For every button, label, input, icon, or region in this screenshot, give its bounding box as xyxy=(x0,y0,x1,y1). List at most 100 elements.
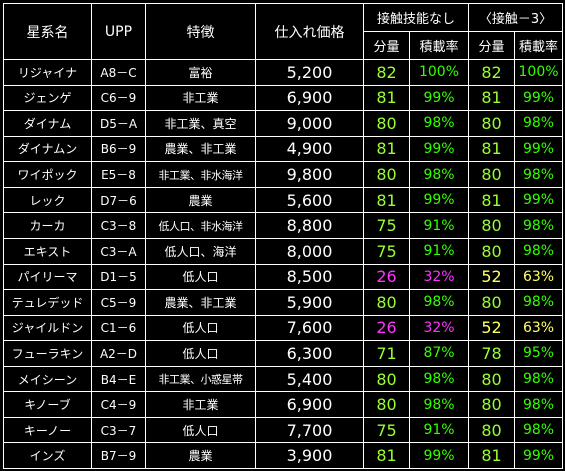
quantity-contact-cell: 82 xyxy=(468,59,516,86)
quantity-contact-cell: 80 xyxy=(468,365,516,393)
load-rate-contact-cell: 63% xyxy=(514,314,564,342)
table-row: ダイナムン B6－9 農業、非工業 4,900 81 99% 81 99% xyxy=(3,135,564,163)
quantity-contact-cell: 80 xyxy=(468,237,516,265)
star-system-cell: リジャイナ xyxy=(3,59,92,86)
table-body: リジャイナ A8－C 富裕 5,200 82 100% 82 100% ジェンゲ C6－9 非工業 6… xyxy=(3,59,564,469)
upp-cell: C4－9 xyxy=(91,391,146,418)
load-rate-contact-cell: 99% xyxy=(514,442,564,469)
upp-cell: C1－6 xyxy=(91,314,146,342)
quantity-no-skill-cell: 75 xyxy=(363,212,410,239)
quantity-contact-cell: 80 xyxy=(468,391,516,418)
load-rate-no-skill-cell: 98% xyxy=(408,110,470,137)
price-cell: 5,200 xyxy=(255,59,364,86)
price-cell: 5,400 xyxy=(255,365,364,393)
load-rate-contact-cell: 98% xyxy=(514,212,564,239)
load-rate-contact-cell: 99% xyxy=(514,186,564,214)
load-rate-contact-cell: 63% xyxy=(514,263,564,291)
price-cell: 5,600 xyxy=(255,186,364,214)
star-system-cell: テュレデッド xyxy=(3,289,92,316)
load-rate-no-skill-cell: 98% xyxy=(408,365,470,393)
quantity-contact-cell: 80 xyxy=(468,289,516,316)
features-cell: 低人口 xyxy=(145,340,256,367)
features-cell: 農業、非工業 xyxy=(145,289,256,316)
load-rate-contact-cell: 99% xyxy=(514,135,564,163)
quantity-no-skill-cell: 80 xyxy=(363,365,410,393)
table-row: キーノー C3－7 低人口 7,700 75 91% 80 98% xyxy=(3,416,564,444)
star-system-cell: エキスト xyxy=(3,237,92,265)
header-price: 仕入れ価格 xyxy=(255,3,364,60)
table-row: フューラキン A2－D 低人口 6,300 71 87% 78 95% xyxy=(3,340,564,367)
table-row: キノーブ C4－9 非工業 6,900 80 98% 80 98% xyxy=(3,391,564,418)
quantity-no-skill-cell: 75 xyxy=(363,416,410,444)
features-cell: 非工業 xyxy=(145,84,256,112)
header-quantity-contact: 分量 xyxy=(468,31,516,60)
quantity-no-skill-cell: 81 xyxy=(363,84,410,112)
star-system-cell: ダイナムン xyxy=(3,135,92,163)
star-system-cell: ワイポック xyxy=(3,161,92,188)
quantity-no-skill-cell: 81 xyxy=(363,442,410,469)
header-load-rate-contact: 積載率 xyxy=(514,31,564,60)
upp-cell: C3－A xyxy=(91,237,146,265)
table-row: カーカ C3－8 低人口、非水海洋 8,800 75 91% 80 98% xyxy=(3,212,564,239)
table-row: エキスト C3－A 低人口、海洋 8,000 75 91% 80 98% xyxy=(3,237,564,265)
quantity-contact-cell: 78 xyxy=(468,340,516,367)
upp-cell: E5－8 xyxy=(91,161,146,188)
quantity-contact-cell: 52 xyxy=(468,314,516,342)
star-system-cell: キノーブ xyxy=(3,391,92,418)
upp-cell: D5－A xyxy=(91,110,146,137)
features-cell: 低人口 xyxy=(145,314,256,342)
load-rate-contact-cell: 98% xyxy=(514,110,564,137)
load-rate-no-skill-cell: 98% xyxy=(408,289,470,316)
load-rate-contact-cell: 98% xyxy=(514,391,564,418)
load-rate-contact-cell: 98% xyxy=(514,289,564,316)
features-cell: 農業、非工業 xyxy=(145,135,256,163)
price-cell: 6,900 xyxy=(255,84,364,112)
upp-cell: D1－5 xyxy=(91,263,146,291)
trade-price-table: 星系名 UPP 特徴 仕入れ価格 接触技能なし 〈接触－3〉 分量 積載率 分量… xyxy=(3,3,564,469)
upp-cell: B6－9 xyxy=(91,135,146,163)
price-cell: 9,800 xyxy=(255,161,364,188)
table-row: テュレデッド C5－9 農業、非工業 5,900 80 98% 80 98% xyxy=(3,289,564,316)
header-quantity-no-skill: 分量 xyxy=(363,31,410,60)
price-cell: 8,000 xyxy=(255,237,364,265)
features-cell: 非工業、真空 xyxy=(145,110,256,137)
quantity-no-skill-cell: 26 xyxy=(363,314,410,342)
quantity-contact-cell: 80 xyxy=(468,161,516,188)
quantity-contact-cell: 80 xyxy=(468,110,516,137)
star-system-cell: ジャイルドン xyxy=(3,314,92,342)
load-rate-contact-cell: 98% xyxy=(514,365,564,393)
star-system-cell: メイシーン xyxy=(3,365,92,393)
load-rate-no-skill-cell: 91% xyxy=(408,416,470,444)
quantity-no-skill-cell: 81 xyxy=(363,135,410,163)
price-cell: 6,300 xyxy=(255,340,364,367)
load-rate-no-skill-cell: 99% xyxy=(408,186,470,214)
table-row: レック D7－6 農業 5,600 81 99% 81 99% xyxy=(3,186,564,214)
quantity-contact-cell: 81 xyxy=(468,186,516,214)
price-cell: 6,900 xyxy=(255,391,364,418)
quantity-no-skill-cell: 80 xyxy=(363,110,410,137)
table-row: リジャイナ A8－C 富裕 5,200 82 100% 82 100% xyxy=(3,59,564,86)
table-row: ジャイルドン C1－6 低人口 7,600 26 32% 52 63% xyxy=(3,314,564,342)
upp-cell: B4－E xyxy=(91,365,146,393)
features-cell: 低人口 xyxy=(145,416,256,444)
load-rate-no-skill-cell: 99% xyxy=(408,84,470,112)
upp-cell: C3－7 xyxy=(91,416,146,444)
star-system-cell: カーカ xyxy=(3,212,92,239)
load-rate-contact-cell: 100% xyxy=(514,59,564,86)
load-rate-no-skill-cell: 91% xyxy=(408,212,470,239)
upp-cell: C3－8 xyxy=(91,212,146,239)
price-cell: 7,700 xyxy=(255,416,364,444)
upp-cell: A2－D xyxy=(91,340,146,367)
quantity-no-skill-cell: 82 xyxy=(363,59,410,86)
upp-cell: C6－9 xyxy=(91,84,146,112)
table-row: メイシーン B4－E 非工業、小惑星帯 5,400 80 98% 80 98% xyxy=(3,365,564,393)
load-rate-no-skill-cell: 100% xyxy=(408,59,470,86)
header-load-rate-no-skill: 積載率 xyxy=(408,31,470,60)
load-rate-contact-cell: 98% xyxy=(514,416,564,444)
price-cell: 7,600 xyxy=(255,314,364,342)
quantity-no-skill-cell: 75 xyxy=(363,237,410,265)
features-cell: 農業 xyxy=(145,186,256,214)
quantity-no-skill-cell: 71 xyxy=(363,340,410,367)
star-system-cell: フューラキン xyxy=(3,340,92,367)
table-row: ダイナム D5－A 非工業、真空 9,000 80 98% 80 98% xyxy=(3,110,564,137)
